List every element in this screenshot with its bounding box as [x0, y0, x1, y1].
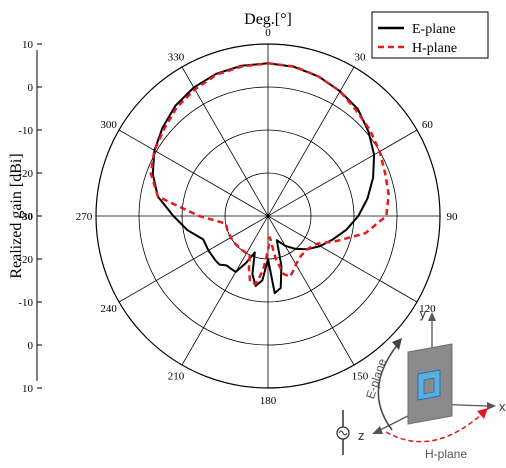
z-axis-label: z	[358, 428, 365, 443]
angle-tick-label: 90	[447, 211, 459, 223]
x-axis-label: x	[499, 399, 506, 414]
radial-tick-label: 0	[28, 82, 34, 94]
z-arrowhead-icon	[372, 426, 383, 434]
radial-tick-label: 10	[22, 383, 34, 395]
angle-tick-label: 150	[352, 370, 369, 382]
radial-ticks: 10 0 -10 -20 -30 -20 -10 0 10	[18, 39, 42, 395]
radial-axis: 10 0 -10 -20 -30 -20 -10 0 10 Realized gain [dBi…	[8, 39, 42, 395]
ac-source-wave	[338, 430, 348, 436]
e-plane-arc	[377, 343, 399, 431]
angle-tick-label: 330	[168, 52, 185, 64]
radial-tick-label: -10	[18, 297, 33, 309]
pattern-curves	[149, 62, 390, 295]
patch-slot	[423, 377, 435, 395]
radial-tick-label: -30	[18, 211, 33, 223]
angle-tick-label: 240	[100, 303, 117, 315]
polar-grid	[95, 43, 441, 389]
radial-tick-label: -20	[18, 168, 33, 180]
series-line-h-plane	[149, 62, 390, 286]
legend-label-e-plane: E-plane	[412, 22, 456, 37]
angle-tick-label: 210	[168, 370, 185, 382]
series-line-e-plane	[151, 62, 376, 295]
radial-axis-label: Realized gain [dBi]	[8, 153, 25, 278]
legend: E-plane H-plane	[371, 11, 489, 59]
feed-source-icon	[336, 410, 350, 455]
chart-title: Deg.[°]	[244, 11, 292, 28]
angle-tick-label: 0	[265, 27, 271, 39]
angle-tick-label: 180	[260, 395, 277, 407]
angle-tick-label: 300	[100, 119, 117, 131]
h-plane-arc	[385, 413, 483, 443]
radial-tick-label: 10	[22, 39, 34, 51]
angle-tick-label: 60	[422, 119, 434, 131]
angle-tick-label: 120	[419, 303, 436, 315]
legend-box	[371, 11, 489, 59]
radial-tick-label: -10	[18, 125, 33, 137]
radial-tick-label: -20	[18, 254, 33, 266]
y-arrowhead-icon	[428, 312, 436, 321]
radial-tick-label: 0	[28, 340, 34, 352]
grid-spoke	[181, 66, 355, 366]
legend-label-h-plane: H-plane	[412, 41, 457, 56]
y-axis-label: y	[420, 306, 427, 321]
h-plane-inset-label: H-plane	[425, 447, 467, 461]
e-plane-arrowhead-icon	[392, 338, 402, 350]
x-arrowhead-icon	[487, 402, 496, 410]
angle-tick-label: 270	[76, 211, 93, 223]
angle-tick-labels: 0 30 60 90 120 150 180 210 240 270 300 330	[76, 27, 458, 407]
angle-tick-label: 30	[355, 52, 367, 64]
h-plane-arrowhead-icon	[477, 408, 488, 419]
antenna-inset: y x z E-plane H-plane	[336, 306, 506, 461]
